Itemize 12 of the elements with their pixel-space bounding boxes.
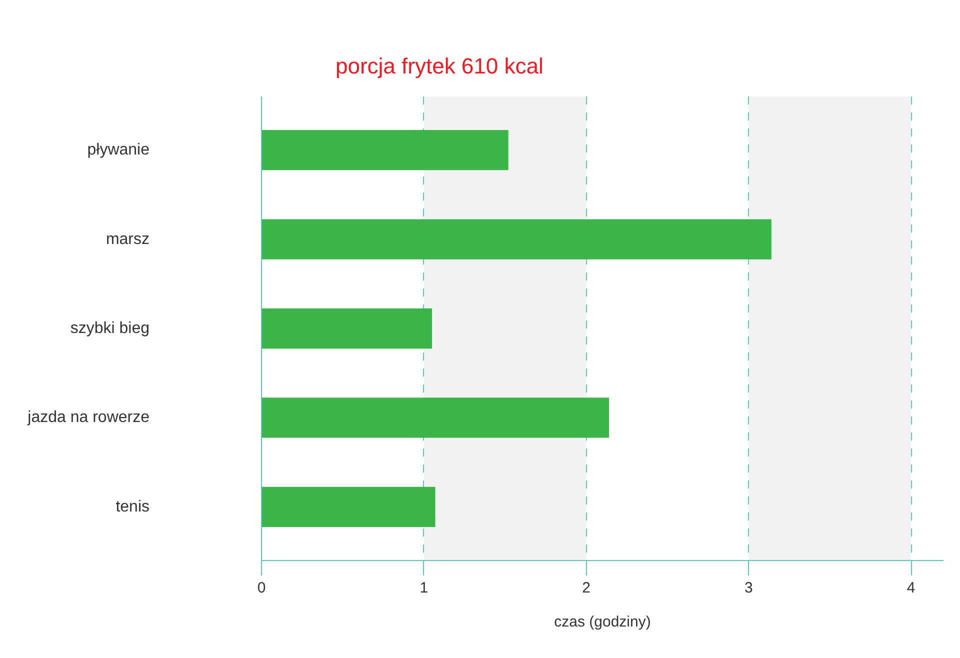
x-tick-label: 4 <box>906 580 916 596</box>
y-tick-label: tenis <box>116 498 150 516</box>
y-tick-label: marsz <box>106 230 150 248</box>
x-tick-label: 2 <box>582 580 590 596</box>
x-tick-label: 1 <box>420 580 428 596</box>
x-axis-title: czas (godziny) <box>554 614 651 630</box>
x-tick-label: 3 <box>744 580 753 596</box>
y-tick-label: szybki bieg <box>70 320 150 337</box>
x-tick-label: 0 <box>257 580 266 596</box>
chart-title: porcja frytek 610 kcal <box>336 54 544 78</box>
y-tick-label: pływanie <box>87 142 150 159</box>
y-tick-label: jazda na rowerze <box>26 409 150 426</box>
